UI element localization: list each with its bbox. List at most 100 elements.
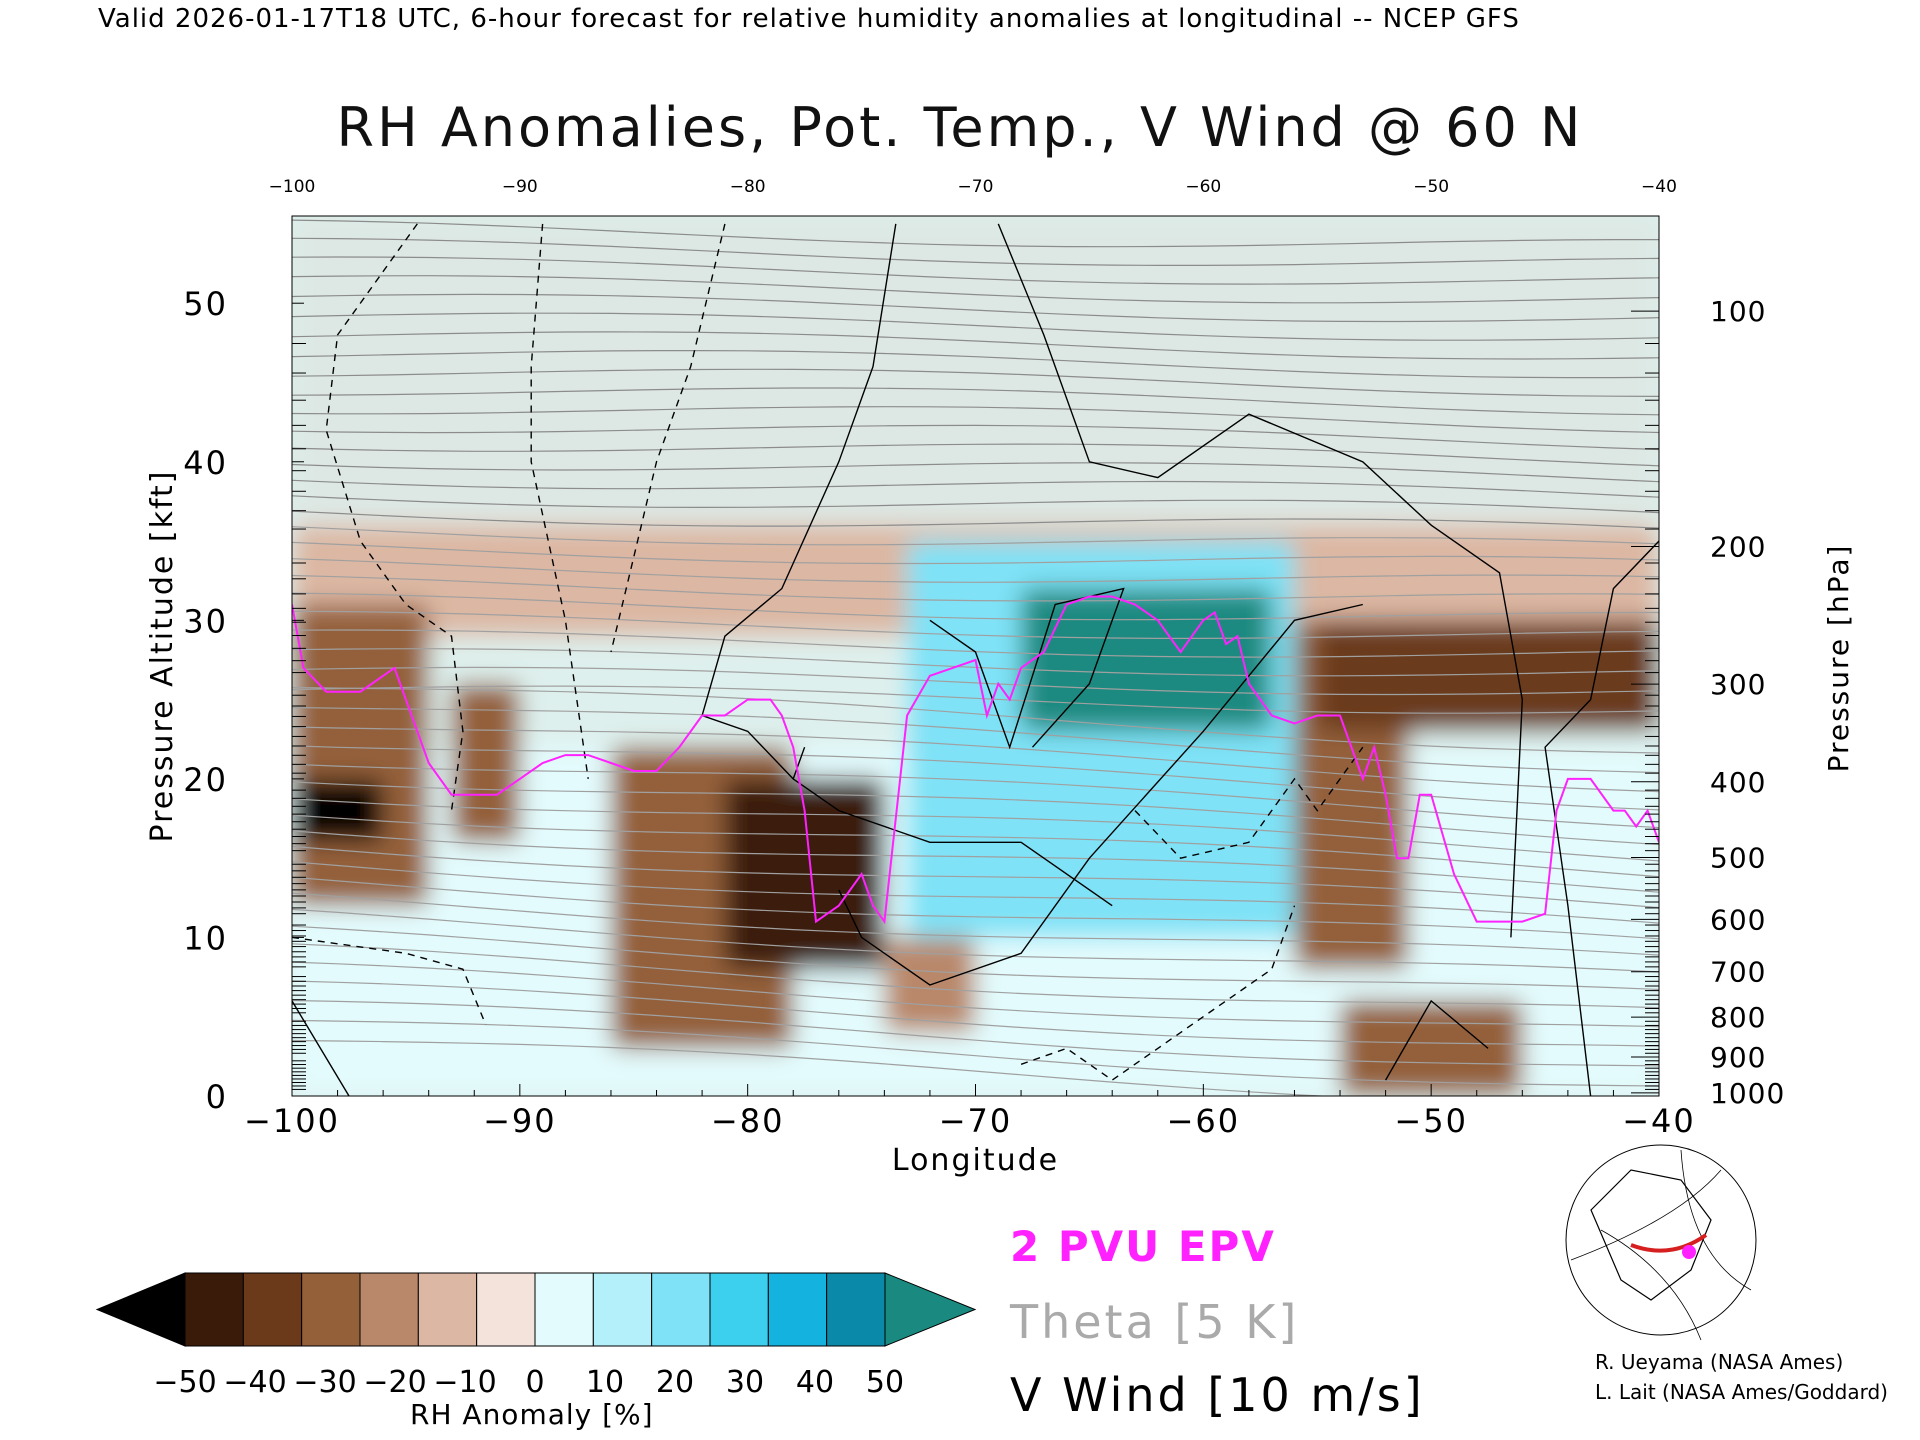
heat-blur-group	[292, 216, 1659, 1096]
colorbar-swatch	[826, 1272, 886, 1347]
pressure-tick-label: 600	[1710, 903, 1766, 936]
anomaly-region	[1317, 620, 1659, 732]
vwind-contour-line	[530, 223, 589, 779]
vwind-contour-line	[325, 223, 464, 811]
x-top-tick-label: −40	[1641, 177, 1677, 197]
x-top-tick-label: −60	[1185, 177, 1221, 197]
pressure-tick-label: 300	[1710, 668, 1766, 701]
theta-contour-line	[292, 495, 1659, 514]
colorbar-tick-label: 0	[525, 1365, 544, 1400]
x-tick-label: −80	[711, 1102, 785, 1140]
theta-contour-line	[292, 943, 1659, 1009]
theta-contour-line	[292, 961, 1659, 1028]
theta-contour-line	[292, 256, 1659, 285]
theta-contour-line	[292, 876, 1659, 940]
colorbar-tick-label: 40	[796, 1365, 834, 1400]
colorbar-swatch	[592, 1272, 653, 1347]
vwind-contour-line	[838, 603, 1363, 986]
colorbar-swatch	[476, 1272, 536, 1347]
anomaly-region	[292, 216, 1659, 526]
x-tick-label: −40	[1622, 1102, 1696, 1140]
pressure-tick-label: 800	[1710, 1001, 1766, 1034]
y-axis-label: Pressure Altitude [kft]	[145, 470, 180, 843]
theta-contour-line	[292, 763, 1659, 829]
theta-contour-line	[292, 666, 1659, 696]
pressure-tick-label: 900	[1710, 1041, 1766, 1074]
pressure-tick-label: 1000	[1710, 1077, 1785, 1110]
colorbar-swatch	[301, 1272, 361, 1347]
colorbar-tick-label: 50	[866, 1365, 904, 1400]
colorbar-tick-label: −50	[153, 1365, 216, 1400]
theta-contour-line	[292, 237, 1659, 266]
x-tick-label: −100	[244, 1102, 340, 1140]
colorbar-tick-label: 20	[656, 1365, 694, 1400]
vwind-contour-line	[292, 936, 487, 1025]
colorbar-tick-label: −10	[433, 1365, 496, 1400]
pressure-tick-label: 100	[1710, 295, 1766, 328]
x-top-tick-label: −100	[269, 177, 316, 197]
theta-contour-line	[292, 443, 1659, 467]
theta-contour-line	[292, 648, 1659, 677]
theta-contour-line	[292, 686, 1659, 754]
x-tick-label: −50	[1394, 1102, 1468, 1140]
theta-contours	[292, 219, 1659, 1096]
theta-contour-line	[292, 706, 1659, 774]
colorbar-tick-label: 10	[586, 1365, 624, 1400]
x-top-tick-label: −90	[502, 177, 538, 197]
theta-contour-line	[292, 368, 1659, 397]
theta-contour-line	[292, 424, 1659, 451]
y-tick-label: 10	[183, 919, 228, 957]
theta-contour-line	[292, 925, 1659, 991]
pressure-tick-label: 500	[1710, 842, 1766, 875]
theta-contour-line	[292, 685, 1659, 714]
theta-contour-line	[292, 293, 1659, 323]
colorbar-tick-label: 30	[726, 1365, 764, 1400]
colorbar-swatch	[242, 1272, 303, 1347]
theta-contour-line	[292, 610, 1659, 640]
x-tick-label: −90	[483, 1102, 557, 1140]
colorbar-tick-label: −20	[363, 1365, 426, 1400]
axes: −100 −100 −90 −90 −80 −80 −70 −70 −60 −60 −50 −50 −4…	[145, 177, 1855, 1178]
vwind-contour-line	[1384, 999, 1489, 1081]
vwind-contour-line	[1544, 540, 1659, 1096]
credit-line-1: R. Ueyama (NASA Ames)	[1595, 1350, 1844, 1374]
pressure-tick-label: 200	[1710, 530, 1766, 563]
vwind-contour-line	[1134, 746, 1364, 859]
vwind-contour-line	[1020, 905, 1296, 1081]
theta-contour-line	[292, 814, 1659, 878]
pressure-axis-label: Pressure [hPa]	[1822, 544, 1855, 773]
theta-contour-line	[292, 845, 1659, 909]
graticule-line	[1600, 1229, 1702, 1341]
pv-contour	[292, 595, 1659, 925]
colorbar-swatch	[709, 1272, 769, 1347]
theta-contour-line	[292, 592, 1659, 621]
y-tick-label: 0	[206, 1078, 228, 1116]
x-top-tick-label: −80	[730, 177, 766, 197]
x-top-tick-label: −70	[958, 177, 994, 197]
pressure-tick-label: 700	[1710, 956, 1766, 989]
theta-contour-line	[292, 861, 1659, 924]
x-tick-label: −70	[939, 1102, 1013, 1140]
rh-anomaly-field	[292, 216, 1659, 1096]
theta-contour-line	[292, 479, 1659, 498]
theta-contour-line	[292, 726, 1659, 793]
chart-title: RH Anomalies, Pot. Temp., V Wind @ 60 N	[336, 96, 1584, 159]
vwind-contour-line	[610, 223, 726, 653]
pv-line	[292, 595, 1659, 925]
colorbar-label: RH Anomaly [%]	[410, 1398, 654, 1431]
colorbar-swatch	[359, 1272, 419, 1347]
x-axis-label: Longitude	[892, 1143, 1059, 1178]
anomaly-region	[1021, 588, 1272, 732]
colorbar-swatch	[767, 1272, 828, 1347]
vwind-contour-line	[701, 223, 897, 781]
y-tick-label: 40	[183, 444, 228, 482]
theta-contour-line	[292, 999, 1659, 1067]
theta-contour-line	[292, 350, 1659, 379]
theta-contour-line	[292, 574, 1659, 602]
theta-contour-line	[292, 798, 1659, 862]
legend-pv: 2 PVU EPV	[1010, 1222, 1276, 1271]
theta-contour-line	[292, 908, 1659, 973]
anomaly-region	[292, 778, 384, 843]
credit-line-2: L. Lait (NASA Ames/Goddard)	[1595, 1380, 1888, 1404]
graticule-line	[1570, 1169, 1722, 1261]
